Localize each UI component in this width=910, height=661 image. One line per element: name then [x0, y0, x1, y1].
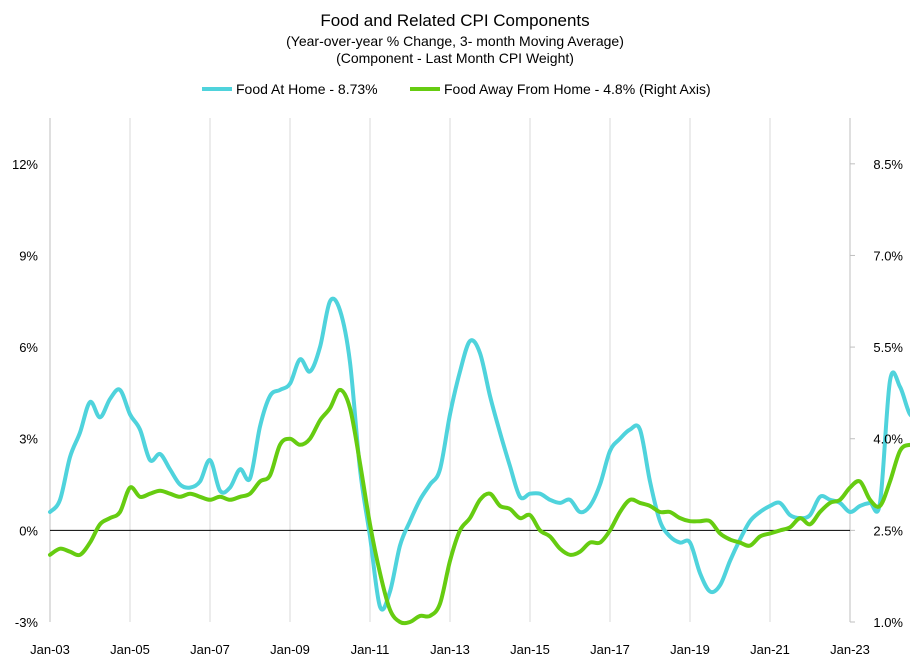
- y-left-tick-label: 3%: [19, 432, 38, 447]
- x-tick-label: Jan-17: [590, 642, 630, 657]
- x-tick-label: Jan-07: [190, 642, 230, 657]
- x-tick-label: Jan-21: [750, 642, 790, 657]
- x-tick-label: Jan-13: [430, 642, 470, 657]
- tick-labels: Jan-03 Jan-05 Jan-07 Jan-09 Jan-11 Jan-13 Jan-…: [12, 157, 903, 657]
- x-tick-label: Jan-15: [510, 642, 550, 657]
- legend-label-food-away: Food Away From Home - 4.8% (Right Axis): [444, 81, 711, 97]
- chart-title: Food and Related CPI Components: [320, 11, 589, 30]
- y-right-tick-label: 1.0%: [873, 615, 903, 630]
- y-right-tick-label: 8.5%: [873, 157, 903, 172]
- x-tick-label: Jan-19: [670, 642, 710, 657]
- chart-subtitle-2: (Component - Last Month CPI Weight): [336, 50, 574, 66]
- x-tick-label: Jan-05: [110, 642, 150, 657]
- y-right-tick-label: 4.0%: [873, 432, 903, 447]
- series-line-food-at-home: [48, 296, 910, 612]
- series-line-food-away-from-home: [48, 387, 910, 626]
- y-left-tick-label: 9%: [19, 248, 38, 263]
- y-right-tick-label: 2.5%: [873, 523, 903, 538]
- series-lines: [48, 296, 910, 626]
- y-left-tick-label: -3%: [15, 615, 39, 630]
- legend: Food At Home - 8.73% Food Away From Home…: [202, 81, 711, 97]
- x-tick-label: Jan-11: [351, 642, 390, 657]
- y-left-tick-label: 0%: [19, 523, 38, 538]
- x-tick-label: Jan-03: [30, 642, 70, 657]
- y-left-tick-label: 6%: [19, 340, 38, 355]
- legend-label-food-at-home: Food At Home - 8.73%: [236, 81, 378, 97]
- y-right-tick-label: 7.0%: [873, 248, 903, 263]
- y-left-tick-label: 12%: [12, 157, 38, 172]
- gridlines: [49, 118, 851, 622]
- chart-subtitle-1: (Year-over-year % Change, 3- month Movin…: [286, 33, 624, 49]
- x-tick-label: Jan-23: [830, 642, 870, 657]
- y-right-tick-label: 5.5%: [873, 340, 903, 355]
- x-tick-label: Jan-09: [270, 642, 310, 657]
